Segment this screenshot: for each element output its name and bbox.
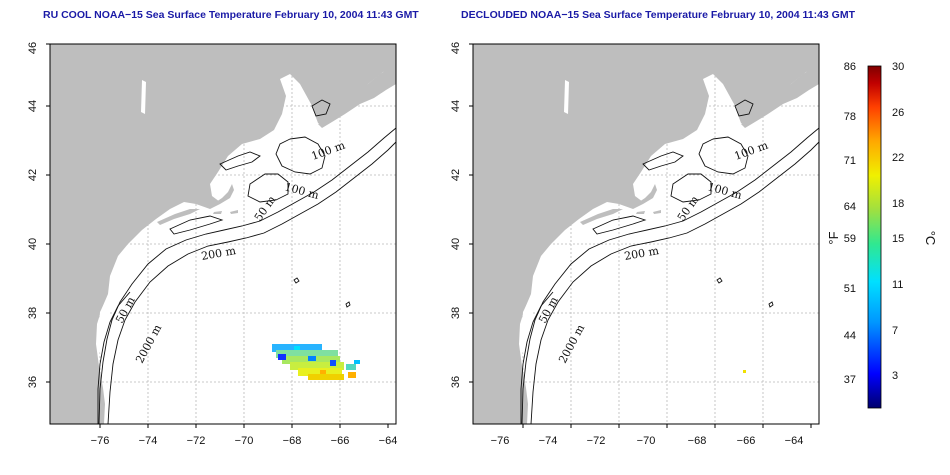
left-map-title: RU COOL NOAA−15 Sea Surface Temperature … [43, 9, 419, 21]
fahrenheit-tick: 64 [844, 201, 856, 213]
x-tick-label: −76 [491, 435, 510, 447]
fahrenheit-tick: 51 [844, 283, 856, 295]
left-map-panel: 100 m 100 m 50 m 200 m 50 m 2000 m [49, 43, 397, 425]
x-tick-label: −68 [283, 435, 302, 447]
celsius-tick: 7 [892, 325, 898, 337]
fahrenheit-tick: 37 [844, 374, 856, 386]
y-tick-label: 46 [450, 42, 462, 54]
y-tick-label: 38 [450, 307, 462, 319]
x-tick-label: −76 [91, 435, 110, 447]
y-tick-label: 42 [450, 169, 462, 181]
sst-remaining-pixel [743, 370, 746, 373]
contour-label-50m-georges: 50 m [675, 193, 702, 224]
fahrenheit-tick: 71 [844, 155, 856, 167]
y-tick-label: 44 [450, 100, 462, 112]
y-tick-label: 42 [27, 169, 39, 181]
x-tick-label: −64 [379, 435, 398, 447]
right-map-title: DECLOUDED NOAA−15 Sea Surface Temperatur… [461, 9, 856, 21]
celsius-tick: 18 [892, 198, 904, 210]
x-tick-label: −68 [688, 435, 707, 447]
map-frame [472, 43, 820, 425]
fahrenheit-tick: 44 [844, 330, 856, 342]
x-tick-label: −74 [539, 435, 558, 447]
contour-label-200m: 200 m [623, 244, 660, 263]
x-tick-label: −74 [139, 435, 158, 447]
fahrenheit-tick: 78 [844, 111, 856, 123]
left-x-axis: −76 −74 −72 −70 −68 −66 −64 [91, 424, 398, 447]
x-tick-label: −70 [637, 435, 656, 447]
colorbar-gradient [867, 65, 882, 409]
temperature-colorbar: 86 78 71 64 59 51 44 37 30 26 22 18 15 1… [826, 61, 938, 409]
celsius-tick: 11 [892, 279, 903, 291]
celsius-tick: 26 [892, 107, 904, 119]
celsius-axis-label: °C [923, 231, 938, 246]
x-tick-label: −70 [235, 435, 254, 447]
contour-label-200m: 200 m [200, 244, 237, 263]
x-tick-label: −72 [187, 435, 206, 447]
y-tick-label: 40 [450, 238, 462, 250]
contour-label-50m-georges: 50 m [252, 193, 279, 224]
fahrenheit-tick: 59 [844, 233, 856, 245]
contour-label-2000m: 2000 m [556, 322, 587, 366]
celsius-tick: 3 [892, 370, 898, 382]
right-map-panel: 100 m 100 m 50 m 200 m 50 m 2000 m [472, 43, 820, 425]
y-tick-label: 46 [27, 42, 39, 54]
fahrenheit-tick: 86 [844, 61, 856, 73]
fahrenheit-axis-label: °F [826, 231, 841, 244]
x-tick-label: −64 [785, 435, 804, 447]
map-frame [49, 43, 397, 425]
celsius-tick: 15 [892, 233, 904, 245]
y-tick-label: 36 [27, 376, 39, 388]
y-tick-label: 36 [450, 376, 462, 388]
y-tick-label: 40 [27, 238, 39, 250]
celsius-tick: 30 [892, 61, 904, 73]
x-tick-label: −66 [737, 435, 756, 447]
y-tick-label: 44 [27, 100, 39, 112]
left-y-axis: 36 38 40 42 44 46 [27, 42, 50, 388]
sst-cloud-free-pixels [272, 344, 360, 380]
celsius-tick: 22 [892, 152, 904, 164]
x-tick-label: −66 [331, 435, 350, 447]
contour-label-2000m: 2000 m [133, 322, 164, 366]
right-y-axis: 36 38 40 42 44 46 [450, 42, 473, 388]
y-tick-label: 38 [27, 307, 39, 319]
right-x-axis: −76 −74 −72 −70 −68 −66 −64 [491, 424, 812, 447]
x-tick-label: −72 [587, 435, 606, 447]
